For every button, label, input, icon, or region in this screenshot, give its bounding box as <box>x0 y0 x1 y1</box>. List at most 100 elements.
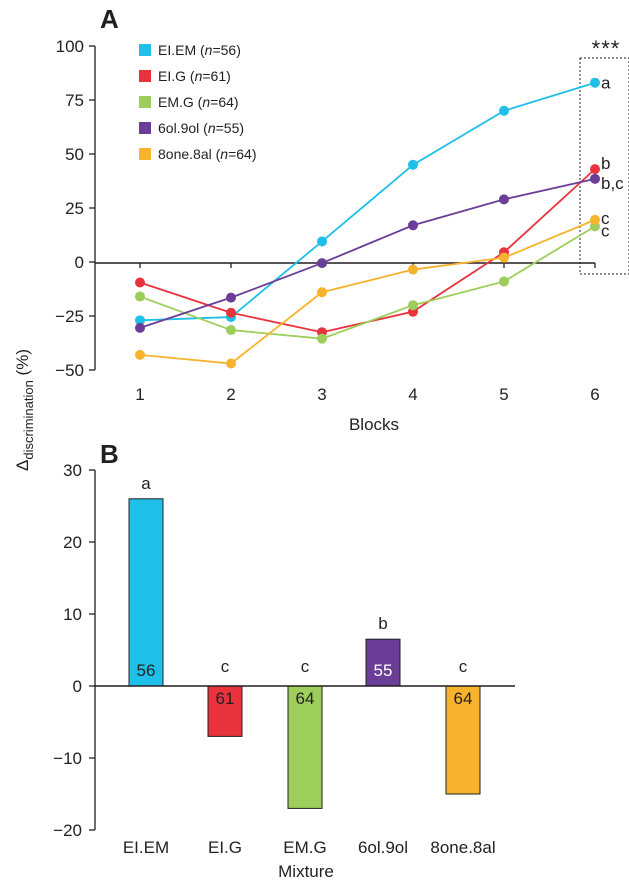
panel-a-x-axis-label: Blocks <box>349 415 399 434</box>
significance-letter: b,c <box>601 174 624 193</box>
panel-a-line-chart: A 100 75 50 25 0 −25 −50 1 2 3 4 5 6 Blocks *** a b c… <box>55 4 629 434</box>
data-point <box>226 307 236 318</box>
data-point <box>408 300 418 311</box>
panel-b-x-axis-label: Mixture <box>278 862 334 881</box>
series-line-6ol.9ol <box>139 177 596 329</box>
significance-letter: c <box>301 657 310 676</box>
legend-label-name: 8one.8al ( <box>158 146 221 162</box>
data-point <box>499 105 509 116</box>
data-point <box>135 277 145 288</box>
legend-label-n: n <box>208 120 216 136</box>
bar-count-label: 56 <box>137 661 156 680</box>
x-tick-label: 1 <box>135 385 144 404</box>
y-tick-label: 50 <box>65 145 84 164</box>
significance-letter: a <box>141 474 151 493</box>
panel-a-x-ticks: 1 2 3 4 5 6 <box>135 263 600 404</box>
series-line-8one.8al <box>139 219 596 365</box>
y-tick-label: 0 <box>73 677 82 696</box>
series-line-EI.EM <box>139 81 596 322</box>
significance-letter: b <box>378 614 387 633</box>
y-tick-label: 25 <box>65 199 84 218</box>
y-tick-label: −20 <box>53 821 82 840</box>
x-tick-label: 4 <box>408 385 417 404</box>
y-label-delta: Δ <box>13 460 32 471</box>
legend-entry: EI.EM (n=56) <box>158 42 241 58</box>
y-label-subscript: discrimination <box>21 380 36 459</box>
data-point <box>590 214 600 225</box>
data-point <box>317 287 327 298</box>
legend-label-count: =55) <box>216 120 244 136</box>
significance-stars: *** <box>592 36 621 61</box>
data-point <box>317 333 327 344</box>
data-point <box>135 315 145 326</box>
data-point <box>590 173 600 184</box>
series-line-EM.G <box>139 225 596 340</box>
bar-count-label: 64 <box>296 689 315 708</box>
legend-swatch <box>139 70 151 82</box>
data-point <box>135 349 145 360</box>
y-tick-label: 20 <box>63 533 82 552</box>
data-point <box>499 194 509 205</box>
bar-EM.G <box>287 685 323 809</box>
legend-entry: 6ol.9ol (n=55) <box>158 120 244 136</box>
x-tick-label: 2 <box>226 385 235 404</box>
significance-letter: c <box>601 209 610 228</box>
legend-entry: EM.G (n=64) <box>158 94 239 110</box>
legend-swatch <box>139 96 151 108</box>
data-point <box>590 164 600 175</box>
panel-a-label: A <box>100 4 119 34</box>
data-point <box>408 159 418 170</box>
significance-letter: c <box>459 657 468 676</box>
x-tick-label: EI.G <box>208 838 242 857</box>
legend-label-n: n <box>202 94 210 110</box>
panel-a-series: a b c b,c c <box>135 74 624 369</box>
panel-b-x-ticks: EI.EM EI.G EM.G 6ol.9ol 8one.8al <box>123 838 496 857</box>
x-tick-label: 5 <box>499 385 508 404</box>
y-tick-label: 75 <box>65 91 84 110</box>
y-tick-label: −50 <box>55 361 84 380</box>
data-point <box>135 322 145 333</box>
legend-swatch <box>139 44 151 56</box>
x-tick-label: 3 <box>317 385 326 404</box>
y-tick-label: 30 <box>63 461 82 480</box>
y-tick-label: 0 <box>75 253 84 272</box>
legend-label-count: =64) <box>210 94 238 110</box>
significance-letter: c <box>601 221 610 240</box>
y-tick-label: 100 <box>56 37 84 56</box>
panel-b-y-ticks: 30 20 10 0 −10 −20 <box>53 461 95 840</box>
legend-entry: EI.G (n=61) <box>158 68 231 84</box>
x-tick-label: EM.G <box>283 838 326 857</box>
data-point <box>590 77 600 88</box>
shared-y-axis-label: Δdiscrimination (%) <box>13 349 36 471</box>
data-point <box>226 358 236 369</box>
panel-b-bars: 56 a 61 c 64 c 55 b 64 c <box>128 474 481 809</box>
legend-label-n: n <box>205 42 213 58</box>
bar-6ol.9ol <box>365 638 401 687</box>
data-point <box>408 264 418 275</box>
legend-swatch <box>139 122 151 134</box>
data-point <box>317 236 327 247</box>
panel-b-label: B <box>100 439 119 469</box>
legend-label-count: =64) <box>228 146 256 162</box>
significance-letter: a <box>601 74 611 93</box>
data-point <box>226 292 236 303</box>
bar-count-label: 55 <box>374 661 393 680</box>
data-point <box>499 252 509 263</box>
legend-label-count: =61) <box>202 68 230 84</box>
data-point <box>317 258 327 269</box>
data-point <box>408 220 418 231</box>
bar-count-label: 61 <box>216 689 235 708</box>
legend-swatch <box>139 148 151 160</box>
x-tick-label: 6 <box>590 385 599 404</box>
significance-letter: b <box>601 154 610 173</box>
legend-entry: 8one.8al (n=64) <box>158 146 257 162</box>
legend-label-name: EM.G ( <box>158 94 203 110</box>
significance-box <box>579 57 629 275</box>
data-point <box>499 276 509 287</box>
legend-label-name: EI.G ( <box>158 68 195 84</box>
y-tick-label: −10 <box>53 749 82 768</box>
legend-label-name: 6ol.9ol ( <box>158 120 208 136</box>
y-tick-label: 10 <box>63 605 82 624</box>
